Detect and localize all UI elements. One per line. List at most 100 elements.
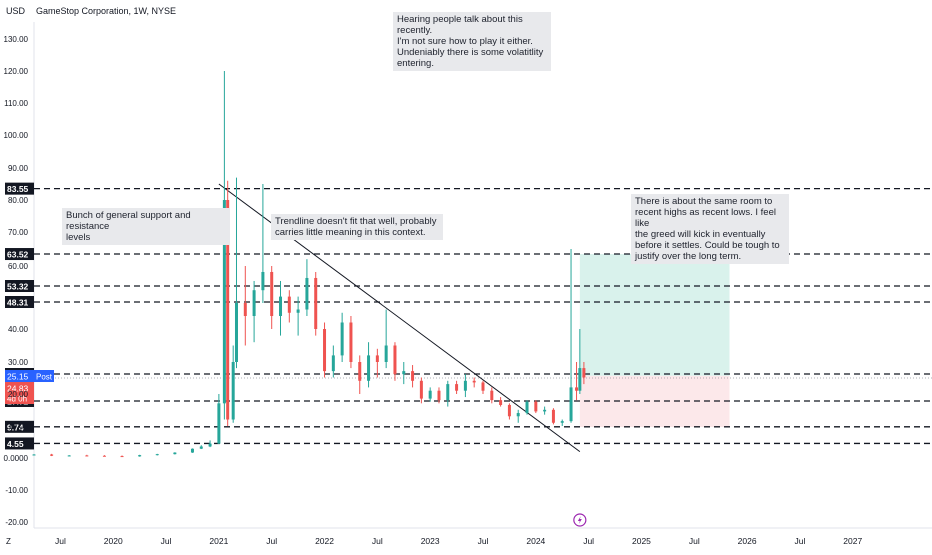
candle-body <box>270 271 274 317</box>
level-label-box <box>5 420 34 433</box>
level-label-box <box>5 280 34 292</box>
currency-label[interactable]: USD <box>6 6 26 16</box>
y-tick-label: -10.00 <box>5 486 28 495</box>
y-tick-label: 0.0000 <box>4 454 29 463</box>
y-tick-label: 110.00 <box>4 99 28 108</box>
candle-body <box>199 446 203 449</box>
candle-body <box>102 455 106 457</box>
level-label-box <box>5 437 34 450</box>
lightning-icon <box>577 516 582 524</box>
level-label-box <box>5 296 34 308</box>
candle-body <box>155 454 159 456</box>
candle-body <box>217 403 221 444</box>
candle-body <box>252 290 256 317</box>
x-tick-label: 2027 <box>843 536 862 546</box>
y-tick-label: 30.00 <box>8 358 29 367</box>
y-tick-label: -20.00 <box>5 518 28 527</box>
annotation-support-resistance[interactable]: Bunch of general support and resistance … <box>62 208 230 245</box>
candle-body <box>516 413 520 417</box>
candle-body <box>243 303 247 317</box>
x-tick-label: 2026 <box>738 536 757 546</box>
candle-body <box>190 448 194 453</box>
annotation-risk-reward[interactable]: There is about the same room to recent h… <box>631 194 789 264</box>
y-tick-label: 120.00 <box>4 67 29 76</box>
y-tick-label: 40.00 <box>8 325 29 334</box>
x-tick-label: Jul <box>372 536 383 546</box>
candle-body <box>428 390 432 399</box>
corner-label: Z <box>6 537 11 546</box>
candle-body <box>411 371 415 381</box>
y-tick-label: 70.00 <box>8 228 29 237</box>
candle-body <box>569 387 573 422</box>
candle-body <box>578 368 582 391</box>
candle-body <box>463 380 467 391</box>
post-tag-box <box>34 370 54 383</box>
price-axis: 130.00 120.00 110.00 100.00 90.00 80.00 70.00 6… <box>4 35 29 527</box>
y-tick-label: 80.00 <box>8 196 29 205</box>
x-tick-label: 2022 <box>315 536 334 546</box>
x-tick-label: Jul <box>55 536 66 546</box>
candle-body <box>575 387 579 391</box>
y-tick-label: 90.00 <box>8 164 29 173</box>
time-axis: Jul 2020 Jul 2021 Jul 2022 Jul 2023 Jul 2024 Jul 20… <box>55 536 863 546</box>
candle-body <box>331 355 335 372</box>
candle-body <box>208 443 212 447</box>
y-tick-label: 20.00 <box>8 390 29 399</box>
candle-body <box>560 421 564 423</box>
support-resistance-levels: 83.5563.5253.3248.3126.0617.729.744.5525… <box>5 182 932 450</box>
x-tick-label: Jul <box>266 536 277 546</box>
candle-body <box>499 400 503 405</box>
x-tick-label: 2020 <box>104 536 123 546</box>
candle-body <box>419 380 423 399</box>
candle-body <box>261 271 265 291</box>
candle-body <box>507 404 511 417</box>
level-label: 4.55 <box>7 439 24 449</box>
candle-body <box>402 371 406 375</box>
x-tick-label: 2023 <box>421 536 440 546</box>
candle-body <box>305 277 309 310</box>
candle-body <box>279 296 283 317</box>
candle-body <box>490 390 494 401</box>
last-price-box <box>5 382 34 405</box>
target-zone <box>579 254 730 376</box>
candle-body <box>323 329 327 372</box>
candle-body <box>551 409 555 423</box>
candle-body <box>287 296 291 313</box>
x-tick-label: Jul <box>795 536 806 546</box>
last-price-label: 24.83 <box>7 384 29 394</box>
candle-body <box>85 455 89 457</box>
post-tag: Post <box>36 373 53 382</box>
candle-body <box>437 390 441 401</box>
candle-body <box>231 362 235 420</box>
candle-body <box>446 384 450 401</box>
candle-body <box>50 454 54 456</box>
candle-body <box>340 322 344 356</box>
candle-body <box>296 309 300 313</box>
post-price-box <box>5 370 34 383</box>
candle-body <box>138 455 142 457</box>
candle-body <box>349 322 353 362</box>
candle-body <box>543 409 547 412</box>
candle-body <box>222 200 226 404</box>
candle-body <box>375 355 379 362</box>
candle-body <box>393 345 397 375</box>
candles <box>32 71 586 458</box>
level-label-box <box>5 248 34 261</box>
x-tick-label: Jul <box>478 536 489 546</box>
candle-body <box>582 368 586 378</box>
candle-body <box>234 303 238 362</box>
annotation-trendline[interactable]: Trendline doesn't fit that well, probabl… <box>271 214 443 240</box>
symbol-title: GameStop Corporation, 1W, NYSE <box>36 6 177 16</box>
x-tick-label: Jul <box>689 536 700 546</box>
candle-body <box>367 355 371 381</box>
annotation-volatility[interactable]: Hearing people talk about this recently.… <box>393 12 551 71</box>
markers: Z <box>6 513 587 546</box>
candle-body <box>173 452 177 455</box>
candle-body <box>32 454 36 456</box>
y-tick-label: 60.00 <box>8 262 29 271</box>
y-tick-label: 130.00 <box>4 35 29 44</box>
x-tick-label: Jul <box>161 536 172 546</box>
candle-body <box>67 455 71 457</box>
